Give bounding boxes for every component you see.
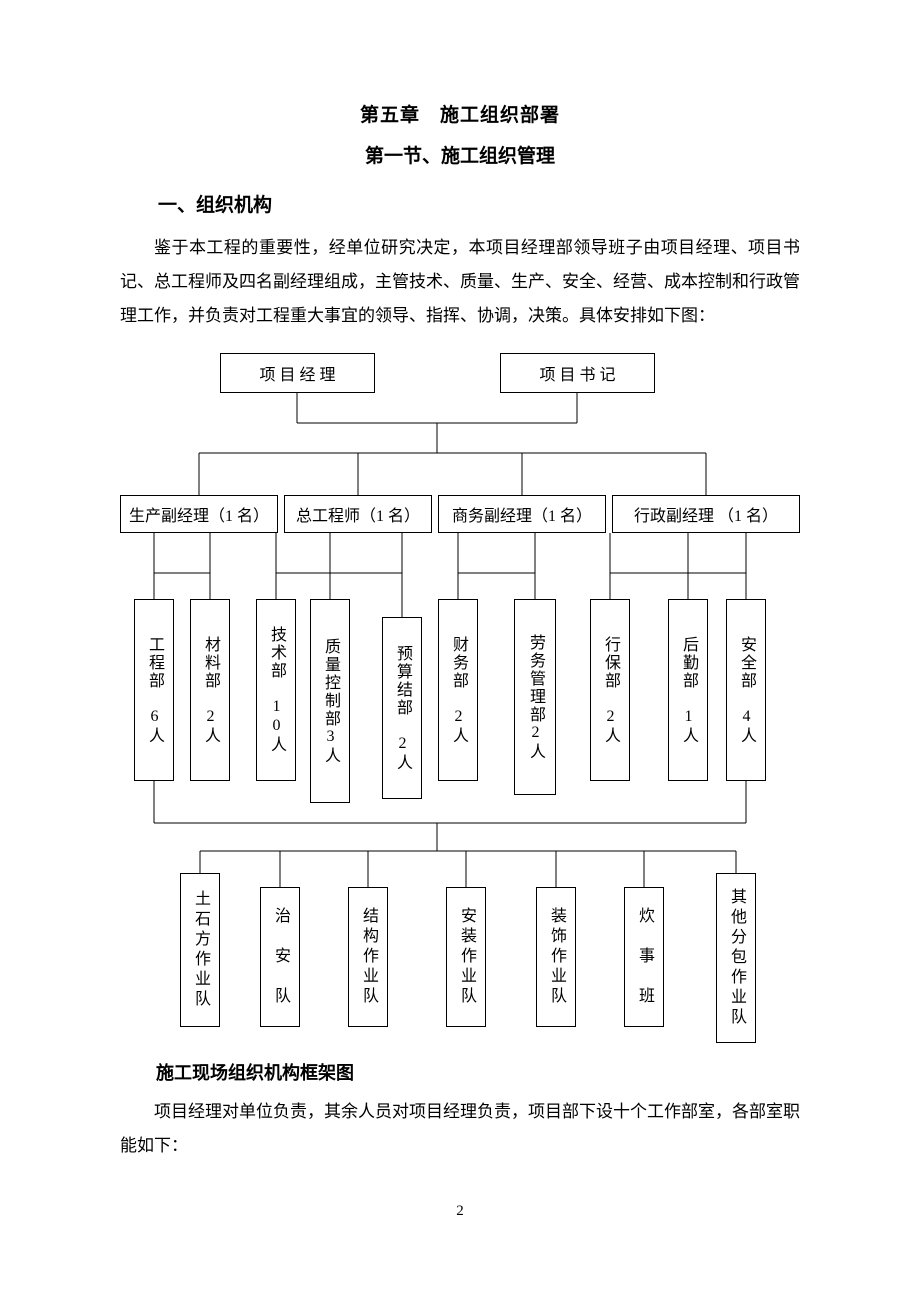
org-node-m4: 行政副经理 （1 名） xyxy=(612,495,800,533)
org-dept-d6: 财务部 2人 xyxy=(438,599,478,781)
org-node-m3: 商务副经理（1 名） xyxy=(438,495,606,533)
org-dept-d2: 材料部 2人 xyxy=(190,599,230,781)
section-title: 第一节、施工组织管理 xyxy=(120,141,800,168)
org-team-t3: 结构作业队 xyxy=(348,887,388,1027)
chart-caption: 施工现场组织机构框架图 xyxy=(120,1059,800,1085)
org-dept-d3: 技术部 10人 xyxy=(256,599,296,781)
org-team-t2: 治 安 队 xyxy=(260,887,300,1027)
chapter-title: 第五章 施工组织部署 xyxy=(120,100,800,127)
page-number: 2 xyxy=(120,1203,800,1220)
org-team-t7: 其他分包作业队 xyxy=(716,873,756,1043)
org-dept-d4: 质量控制部3人 xyxy=(310,599,350,803)
org-node-m2: 总工程师（1 名） xyxy=(284,495,432,533)
org-team-t1: 土石方作业队 xyxy=(180,873,220,1027)
org-node-pm: 项 目 经 理 xyxy=(220,353,375,393)
paragraph-2: 项目经理对单位负责，其余人员对项目经理负责，项目部下设十个工作部室，各部室职能如… xyxy=(120,1095,800,1163)
org-team-t6: 炊 事 班 xyxy=(624,887,664,1027)
org-dept-d1: 工程部 6人 xyxy=(134,599,174,781)
org-dept-d8: 行保部 2人 xyxy=(590,599,630,781)
org-chart: 项 目 经 理 项 目 书 记生产副经理（1 名）总工程师（1 名）商务副经理（1… xyxy=(120,353,800,1043)
org-node-m1: 生产副经理（1 名） xyxy=(120,495,278,533)
org-team-t4: 安装作业队 xyxy=(446,887,486,1027)
paragraph-1: 鉴于本工程的重要性，经单位研究决定，本项目经理部领导班子由项目经理、项目书记、总… xyxy=(120,231,800,333)
org-dept-d5: 预算结部 2人 xyxy=(382,617,422,799)
heading-1: 一、组织机构 xyxy=(120,190,800,217)
org-team-t5: 装饰作业队 xyxy=(536,887,576,1027)
org-dept-d7: 劳务管理部2人 xyxy=(514,599,556,795)
document-page: 第五章 施工组织部署 第一节、施工组织管理 一、组织机构 鉴于本工程的重要性，经… xyxy=(0,0,920,1260)
org-dept-d10: 安全部 4人 xyxy=(726,599,766,781)
org-dept-d9: 后勤部 1人 xyxy=(668,599,708,781)
org-node-sec: 项 目 书 记 xyxy=(500,353,655,393)
